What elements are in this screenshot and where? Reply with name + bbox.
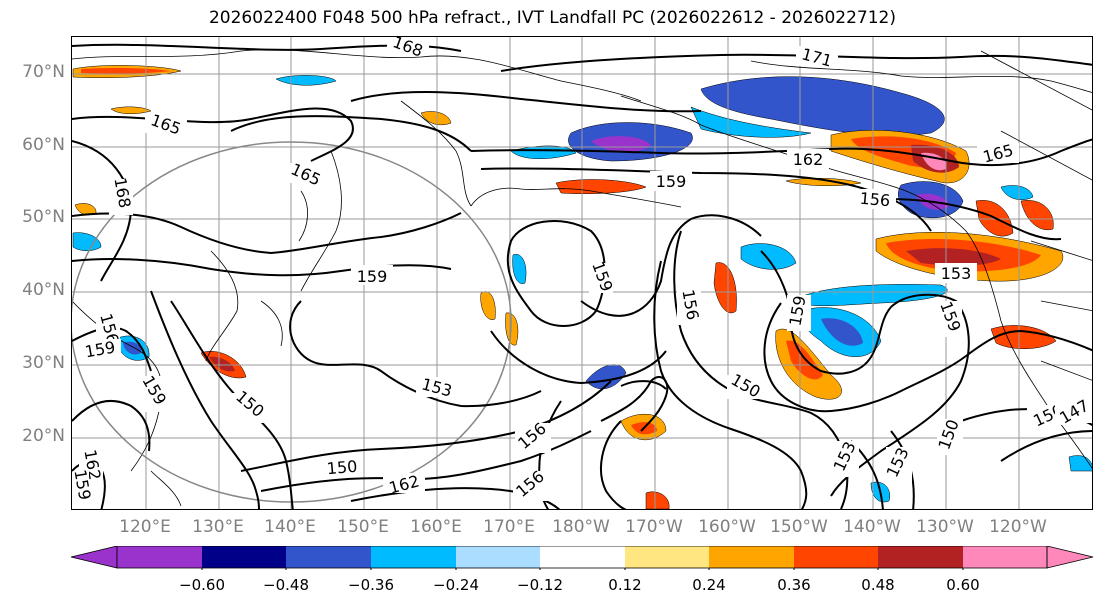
colorbar-extend-max xyxy=(1046,546,1094,569)
contour-label: 150 xyxy=(326,457,358,479)
contour-label-group: 168 171 165 165 165 168 162 159 156 159 … xyxy=(72,37,1092,501)
contour-label: 168 xyxy=(390,37,425,61)
positive-anomaly-west-siberia xyxy=(110,106,152,114)
colorbar-tick-label: −0.24 xyxy=(433,576,479,594)
colorbar-segment xyxy=(117,546,202,568)
colorbar-segment xyxy=(540,546,625,568)
negative-anomaly-east-china-core xyxy=(123,341,142,355)
contour-label: 156 xyxy=(859,189,891,211)
colorbar-tick-label: −0.12 xyxy=(517,576,563,594)
lat-label-40n: 40°N xyxy=(22,280,65,300)
negative-anomaly-bering-core xyxy=(591,136,651,153)
negative-anomaly-ne-pacific xyxy=(790,284,948,306)
negative-anomaly-central-pacific xyxy=(740,243,797,270)
lat-label-20n: 20°N xyxy=(22,426,65,446)
contour-label: 153 xyxy=(941,264,972,283)
colorbar-outline xyxy=(116,546,1048,569)
positive-anomaly-west-pacific-2 xyxy=(505,312,519,346)
colorbar-segment xyxy=(371,546,456,568)
positive-anomaly-west-us xyxy=(990,325,1057,350)
positive-anomaly-west-pacific xyxy=(480,291,496,320)
contour-label: 162 xyxy=(793,150,824,169)
colorbar-segment xyxy=(625,546,709,568)
colorbar-segment xyxy=(878,546,963,568)
negative-anomaly-subtropical-core xyxy=(821,318,863,346)
colorbar-segment xyxy=(202,546,286,568)
map-panel: 168 171 165 165 165 168 162 159 156 159 … xyxy=(71,36,1093,510)
chart-title: 2026022400 F048 500 hPa refract., IVT La… xyxy=(208,8,896,28)
positive-anomaly-okhotsk xyxy=(420,111,452,126)
colorbar xyxy=(70,546,1094,570)
lat-label-30n: 30°N xyxy=(22,353,65,373)
colorbar-segment xyxy=(794,546,878,568)
lat-label-50n: 50°N xyxy=(22,207,65,227)
colorbar-segment xyxy=(456,546,540,568)
negative-anomaly-north-siberia xyxy=(275,75,337,86)
negative-anomaly-gulf-alaska xyxy=(700,76,945,136)
colorbar-extend-min xyxy=(70,546,118,569)
positive-anomaly-ne-pacific-max xyxy=(906,248,1001,266)
lon-label-140e: 140°E xyxy=(264,517,316,537)
colorbar-tick-label: −0.48 xyxy=(263,576,309,594)
positive-anomaly-mid-pacific xyxy=(713,262,737,314)
colorbar-tick-label: 0.48 xyxy=(861,576,895,594)
lon-label-130w: 130°W xyxy=(916,517,974,537)
colorbar-segment xyxy=(963,546,1047,568)
lon-label-170e: 170°E xyxy=(483,517,535,537)
positive-anomaly-bering-south xyxy=(555,179,647,194)
lon-label-170w: 170°W xyxy=(625,517,683,537)
lon-label-140w: 140°W xyxy=(843,517,901,537)
lat-label-60n: 60°N xyxy=(22,135,65,155)
colorbar-tick-label: 0.24 xyxy=(692,576,726,594)
contour-label: 159 xyxy=(357,267,388,286)
positive-anomaly-east-pacific-swirl-core xyxy=(786,340,823,380)
lon-label-120w: 120°W xyxy=(989,517,1047,537)
colorbar-segment xyxy=(709,546,794,568)
contour-label: 159 xyxy=(72,468,94,501)
lon-label-120e: 120°E xyxy=(119,517,171,537)
negative-anomaly-arctic-ne xyxy=(1000,185,1034,200)
colorbar-tick-label: 0.60 xyxy=(946,576,980,594)
contour-label: 159 xyxy=(656,172,687,191)
map-canvas: 168 171 165 165 165 168 162 159 156 159 … xyxy=(72,37,1092,509)
negative-anomaly-west-pacific xyxy=(512,253,527,284)
negative-anomaly-bering-edge xyxy=(510,145,577,160)
colorbar-segment xyxy=(286,546,371,568)
lon-label-150e: 150°E xyxy=(337,517,389,537)
lon-label-130e: 130°E xyxy=(192,517,244,537)
colorbar-tick-label: −0.36 xyxy=(348,576,394,594)
positive-anomaly-north-siberia-core xyxy=(81,67,171,74)
positive-anomaly-tropical xyxy=(645,491,670,509)
lon-label-180w: 180°W xyxy=(552,517,610,537)
negative-anomaly-gulf-california xyxy=(1068,455,1092,472)
colorbar-tick-label: 0.12 xyxy=(608,576,642,594)
lon-label-150w: 150°W xyxy=(770,517,828,537)
lon-label-160e: 160°E xyxy=(410,517,462,537)
lat-label-70n: 70°N xyxy=(22,62,65,82)
negative-anomaly-west-edge xyxy=(72,232,102,251)
positive-anomaly-japan-core xyxy=(209,356,235,372)
colorbar-tick-label: −0.60 xyxy=(179,576,225,594)
colorbar-tick-label: 0.36 xyxy=(777,576,811,594)
lon-label-160w: 160°W xyxy=(698,517,756,537)
positive-anomaly-north-bc xyxy=(1020,200,1054,231)
